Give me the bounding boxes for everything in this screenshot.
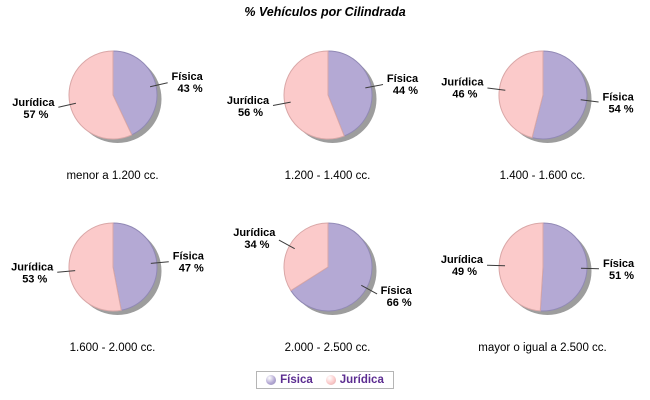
legend: Física Jurídica xyxy=(256,371,394,389)
pie-chart-3: Física 54 % Jurídica 46 % xyxy=(441,50,635,143)
label-leader-line xyxy=(487,264,506,267)
category-label: mayor o igual a 2.500 cc. xyxy=(478,342,607,354)
chart-title: % Vehículos por Cilindrada xyxy=(244,5,406,19)
legend-label-juridica: Jurídica xyxy=(339,374,384,386)
pie-chart-4: Física 47 % Jurídica 53 % xyxy=(11,222,205,315)
category-label: 1.600 - 2.000 cc. xyxy=(69,342,156,354)
pie-chart-6: Física 51 % Jurídica 49 % xyxy=(441,222,635,315)
slice-label-juridica: Jurídica 57 % xyxy=(12,97,55,121)
slice-label-fisica: Física 43 % xyxy=(172,71,204,95)
slice-label-fisica: Física 54 % xyxy=(603,92,635,116)
pie-chart-5: Física 66 % Jurídica 34 % xyxy=(233,222,413,315)
pie-cell: Física 51 % Jurídica 49 % mayor o igual a 2… xyxy=(435,197,650,369)
category-label: menor a 1.200 cc. xyxy=(66,170,159,182)
slice-label-fisica: Física 66 % xyxy=(381,285,413,309)
slice-label-fisica: Física 44 % xyxy=(387,73,419,97)
slice-label-juridica: Jurídica 34 % xyxy=(233,227,276,251)
label-leader-line xyxy=(580,267,599,270)
category-label: 1.400 - 1.600 cc. xyxy=(499,170,586,182)
legend-item-fisica: Física xyxy=(266,374,313,386)
label-leader-line xyxy=(487,87,506,91)
slice-label-juridica: Jurídica 53 % xyxy=(11,262,54,286)
slice-label-juridica: Jurídica 49 % xyxy=(441,254,484,278)
label-leader-line xyxy=(278,239,295,250)
pie-chart-1: Física 43 % Jurídica 57 % xyxy=(12,50,204,143)
slice-label-juridica: Jurídica 46 % xyxy=(441,76,484,100)
label-leader-line xyxy=(57,270,76,273)
slice-label-fisica: Física 47 % xyxy=(173,250,205,274)
legend-bullet-juridica-icon xyxy=(325,375,336,385)
category-label: 2.000 - 2.500 cc. xyxy=(284,342,371,354)
pie-cell: Física 54 % Jurídica 46 % 1.400 - 1.600 cc. xyxy=(435,25,650,197)
pie-slice-juridica xyxy=(498,222,544,312)
pie-cell: Física 47 % Jurídica 53 % 1.600 - 2.000 cc. xyxy=(5,197,220,369)
pie-grid: Física 43 % Jurídica 57 % menor a 1.200 cc.… xyxy=(5,25,650,369)
slice-label-juridica: Jurídica 56 % xyxy=(227,95,270,119)
pie-cell: Física 43 % Jurídica 57 % menor a 1.200 cc. xyxy=(5,25,220,197)
label-leader-line xyxy=(150,261,169,264)
label-leader-line xyxy=(272,101,291,106)
pie-cell: Física 66 % Jurídica 34 % 2.000 - 2.500 cc. xyxy=(220,197,435,369)
category-label: 1.200 - 1.400 cc. xyxy=(284,170,371,182)
legend-label-fisica: Física xyxy=(280,374,313,386)
label-leader-line xyxy=(149,82,168,88)
label-leader-line xyxy=(58,102,77,108)
label-leader-line xyxy=(365,84,384,89)
label-leader-line xyxy=(580,99,599,103)
pie-chart-2: Física 44 % Jurídica 56 % xyxy=(227,50,419,143)
label-leader-line xyxy=(361,284,378,295)
legend-bullet-fisica-icon xyxy=(266,375,277,385)
legend-item-juridica: Jurídica xyxy=(325,374,384,386)
pie-slice-juridica xyxy=(68,222,122,312)
slice-label-fisica: Física 51 % xyxy=(603,258,635,282)
pie-cell: Física 44 % Jurídica 56 % 1.200 - 1.400 cc. xyxy=(220,25,435,197)
